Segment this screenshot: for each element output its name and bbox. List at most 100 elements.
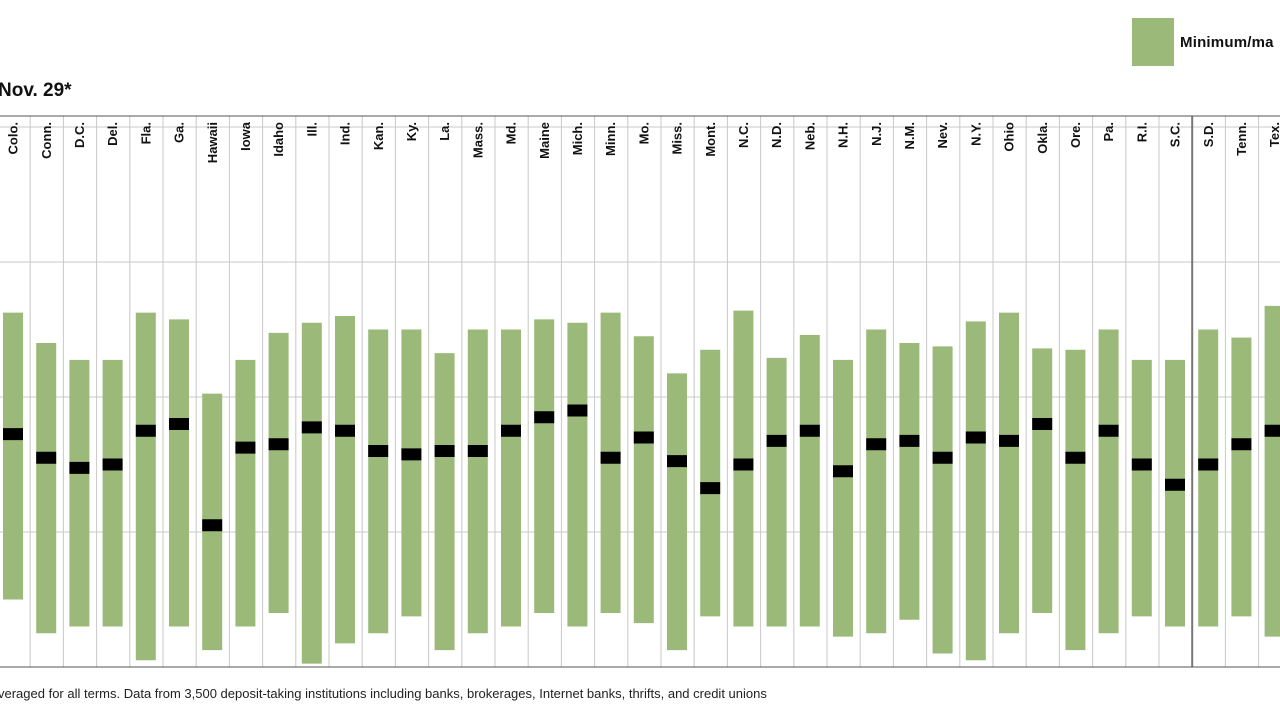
average-marker: [102, 458, 123, 471]
average-marker: [1231, 438, 1252, 451]
category-label: Ga.: [172, 122, 187, 143]
average-marker: [202, 519, 223, 532]
average-marker: [667, 455, 687, 468]
range-bar: [434, 353, 455, 651]
average-marker: [335, 424, 355, 437]
category-label: Miss.: [670, 122, 685, 155]
legend-label: Minimum/ma: [1180, 33, 1274, 51]
range-bar: [932, 346, 953, 654]
range-bar: [999, 312, 1019, 634]
category-label: N.C.: [736, 122, 751, 148]
range-bar: [3, 312, 23, 600]
category-label: Colo.: [6, 122, 21, 155]
average-marker: [434, 445, 455, 457]
average-marker: [534, 411, 555, 424]
average-marker: [633, 431, 654, 444]
category-label: N.H.: [836, 122, 851, 148]
range-bar: [1032, 348, 1053, 613]
average-marker: [600, 451, 621, 464]
legend-swatch: [1132, 18, 1174, 66]
category-label: Pa.: [1101, 122, 1116, 142]
range-bar: [866, 329, 887, 634]
average-marker: [1165, 478, 1185, 491]
range-bar: [1065, 349, 1086, 651]
average-marker: [135, 424, 156, 437]
category-label: D.C.: [72, 122, 87, 148]
range-bar: [567, 322, 588, 627]
category-label: Del.: [105, 122, 120, 146]
category-label: Mont.: [703, 122, 718, 157]
category-label: Ill.: [304, 122, 319, 136]
average-marker: [3, 428, 23, 441]
category-label: Ohio: [1002, 122, 1017, 152]
range-bar: [335, 316, 355, 644]
range-bar: [1098, 329, 1119, 634]
range-bar: [633, 336, 654, 624]
category-label: N.M.: [902, 122, 917, 149]
category-label: Ore.: [1068, 122, 1083, 148]
range-bar: [368, 329, 389, 634]
average-marker: [1264, 424, 1280, 437]
average-marker: [833, 465, 853, 478]
range-bar: [235, 359, 256, 627]
category-label: Mass.: [470, 122, 485, 158]
range-bar: [833, 359, 853, 637]
average-marker: [268, 438, 289, 451]
range-bar: [501, 329, 521, 627]
category-label: S.D.: [1201, 122, 1216, 147]
average-marker: [766, 434, 787, 447]
category-label: Conn.: [39, 122, 54, 159]
category-label: Neb.: [802, 122, 817, 150]
average-marker: [965, 431, 986, 444]
range-bar: [169, 319, 189, 627]
category-label: Md.: [504, 122, 519, 144]
average-marker: [401, 448, 422, 461]
average-marker: [301, 421, 322, 434]
range-bar: [534, 319, 555, 613]
range-bar: [467, 329, 488, 634]
average-marker: [1065, 451, 1086, 464]
average-marker: [368, 445, 389, 457]
range-bar: [1165, 359, 1185, 627]
range-bar: [799, 334, 820, 627]
range-bar: [899, 343, 920, 620]
chart-footnote: veraged for all terms. Data from 3,500 d…: [0, 686, 767, 701]
average-marker: [932, 451, 953, 464]
range-bar: [1231, 337, 1252, 617]
category-label: Tex.: [1267, 122, 1280, 147]
average-marker: [567, 404, 588, 417]
category-label: N.Y.: [968, 122, 983, 146]
category-label: Minn.: [603, 122, 618, 156]
range-bar: [401, 329, 422, 617]
range-bar: [1264, 305, 1280, 637]
category-label: N.D.: [769, 122, 784, 148]
range-bar: [1131, 359, 1152, 617]
category-label: Tenn.: [1234, 122, 1249, 156]
range-bar: [36, 343, 57, 634]
category-label: Maine: [537, 122, 552, 159]
category-label: Mich.: [570, 122, 585, 155]
range-bar: [965, 321, 986, 661]
category-label: Ky.: [404, 122, 419, 141]
average-marker: [69, 461, 90, 474]
average-marker: [866, 438, 887, 451]
range-bar: [301, 322, 322, 664]
category-label: Idaho: [271, 122, 286, 157]
range-bar: [268, 332, 289, 613]
average-marker: [799, 424, 820, 437]
category-label: Iowa: [238, 121, 253, 151]
range-bar: [1198, 329, 1219, 627]
average-marker: [501, 424, 521, 437]
category-label: Ind.: [338, 122, 353, 145]
range-bar: [135, 312, 156, 661]
category-label: R.I.: [1134, 122, 1149, 142]
legend: Minimum/ma: [1132, 18, 1274, 66]
average-marker: [36, 451, 57, 464]
category-label: La.: [437, 122, 452, 141]
range-bar: [766, 357, 787, 627]
average-marker: [1131, 458, 1152, 471]
average-marker: [169, 418, 189, 430]
category-label: Okla.: [1035, 122, 1050, 154]
range-bar: [667, 373, 687, 651]
